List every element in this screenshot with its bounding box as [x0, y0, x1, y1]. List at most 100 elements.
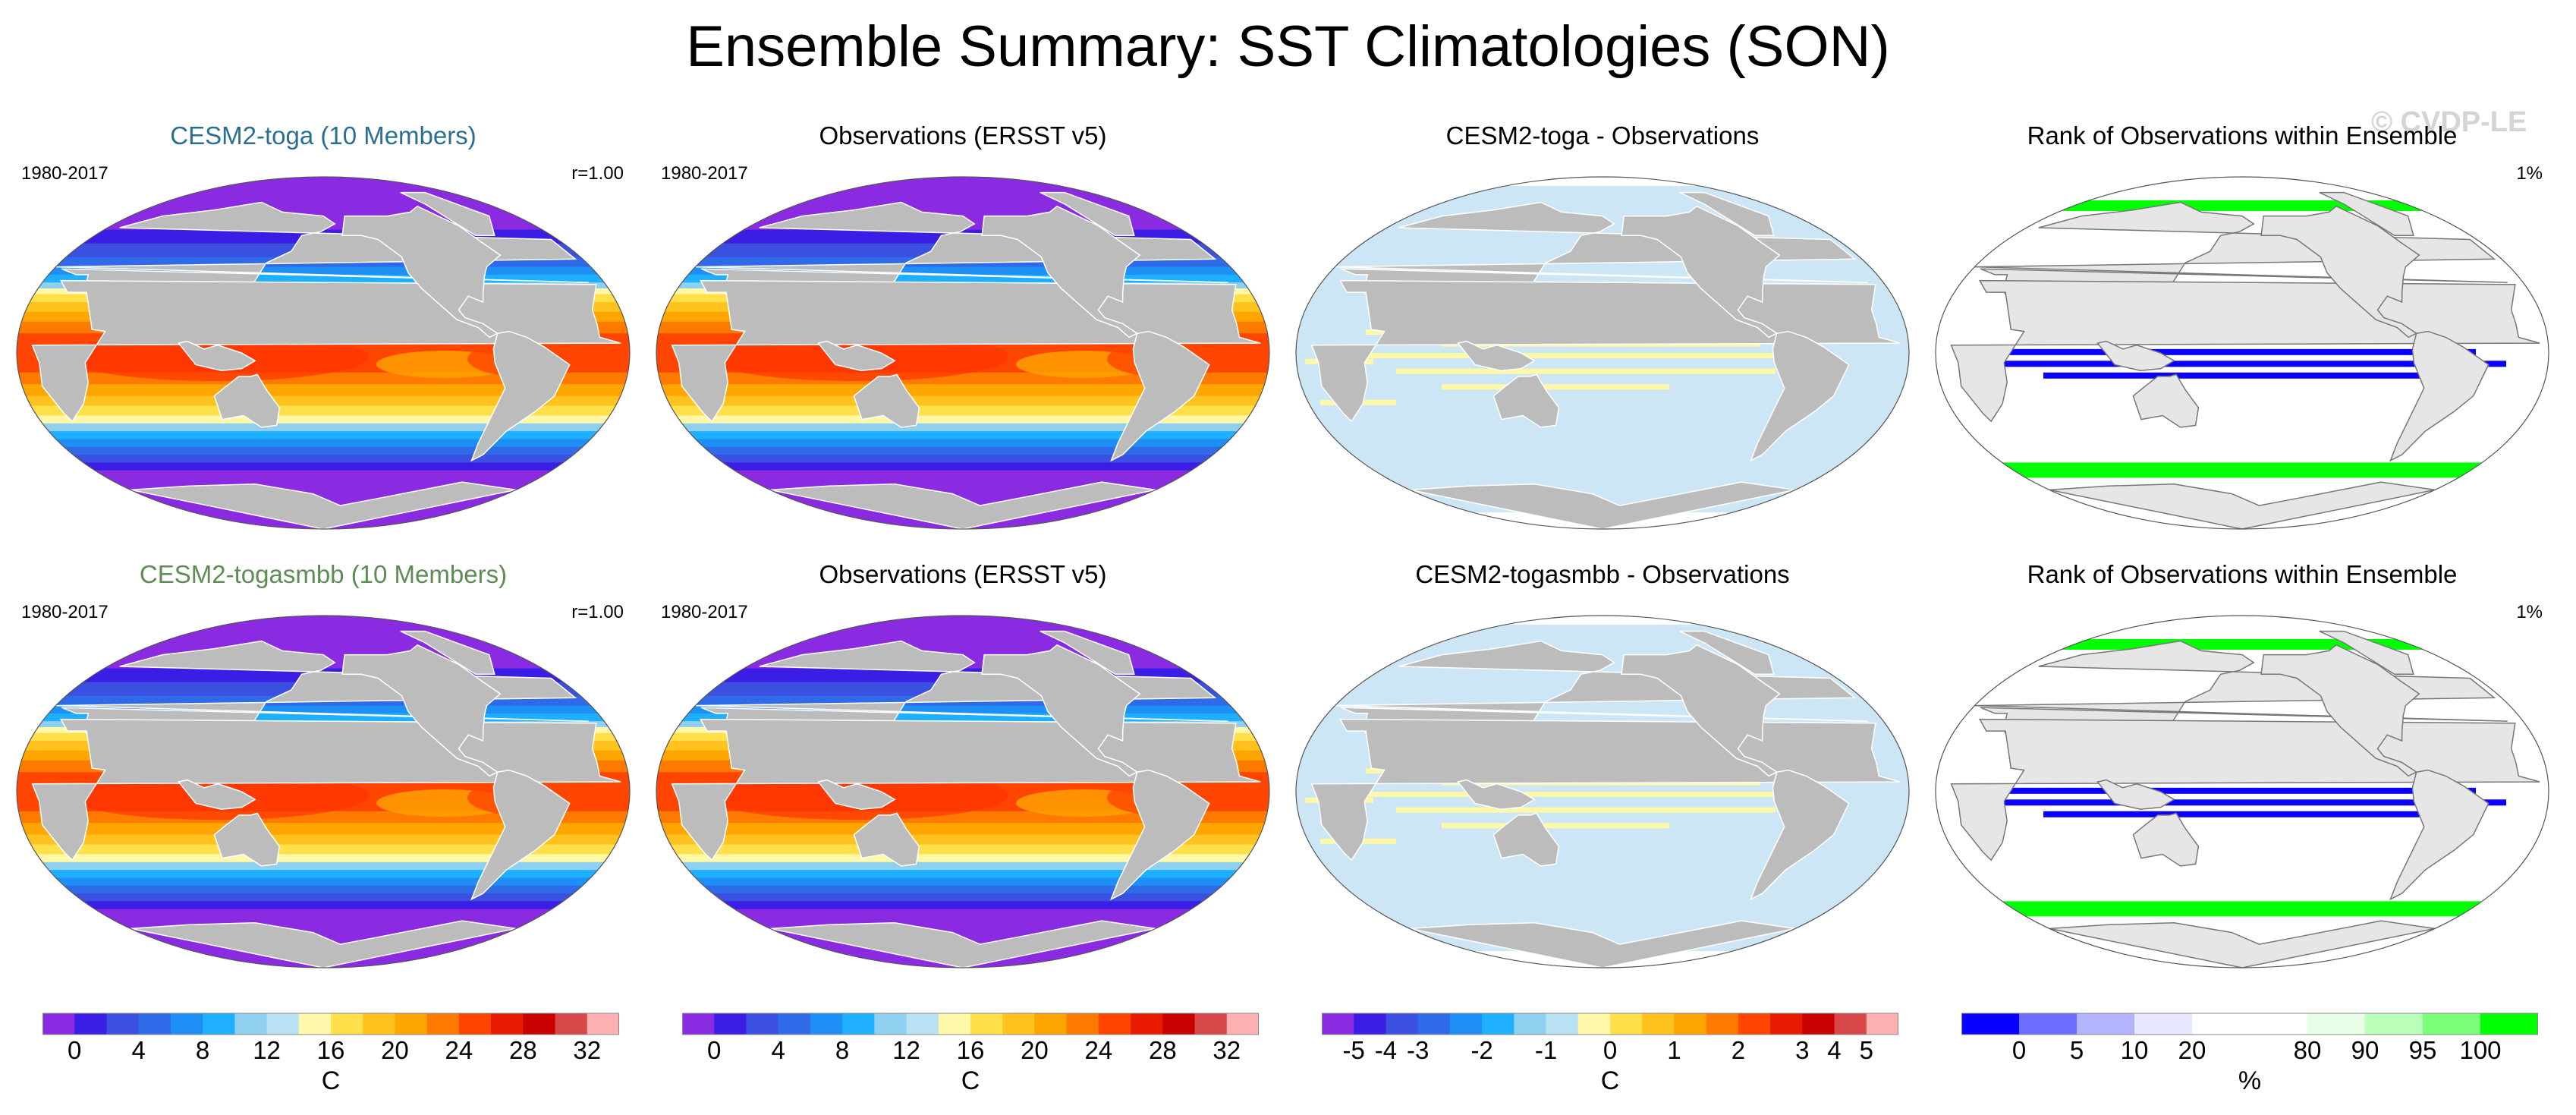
colorbar-tick-label: 3 — [1795, 1036, 1809, 1064]
land-indonesia — [817, 340, 896, 371]
land-indonesia — [817, 779, 896, 810]
diff-stripe — [1335, 792, 1821, 797]
rank-band-low — [1975, 787, 2476, 794]
colorbar-swatch — [458, 1013, 492, 1035]
sst-band — [656, 274, 1269, 283]
rank-map — [1935, 615, 2549, 969]
colorbar-swatch — [587, 1013, 619, 1035]
sst-band — [17, 854, 630, 863]
colorbar-tick-label: 24 — [445, 1036, 473, 1064]
colorbar-swatch — [363, 1013, 395, 1035]
colorbar-tick-label: 12 — [253, 1036, 281, 1064]
land-n_america — [1621, 644, 1781, 777]
land-africa — [1950, 718, 2540, 861]
sst-band — [656, 834, 1269, 846]
colorbar-tick-label: 4 — [1827, 1036, 1841, 1064]
colorbar-swatch — [1738, 1013, 1771, 1035]
land-greenland — [1679, 630, 1775, 676]
panel-title: CESM2-togasmbb (10 Members) — [139, 560, 508, 588]
watermark-text: © CVDP-LE — [2371, 106, 2527, 138]
rank-band-high — [1936, 638, 2549, 650]
colorbar-swatch — [1131, 1013, 1163, 1035]
sst-map — [16, 615, 631, 969]
land-indonesia — [1457, 779, 1536, 810]
land-indonesia — [2096, 779, 2175, 810]
colorbar-svg: 04812162024283236 — [42, 1013, 619, 1064]
rank-band-high — [1936, 901, 2549, 917]
sst-band — [656, 901, 1269, 910]
sst-band — [17, 861, 630, 871]
sst-band — [17, 446, 630, 455]
land-indonesia — [2096, 340, 2175, 371]
colorbar-tick-label: 28 — [1149, 1036, 1177, 1064]
map-outline — [1295, 615, 1910, 969]
colorbar-swatch — [1449, 1013, 1483, 1035]
land-n_america — [981, 205, 1141, 339]
colorbar-swatch — [1577, 1013, 1611, 1035]
colorbar-tick-label: 24 — [1085, 1036, 1113, 1064]
colorbar-swatch — [2480, 1013, 2538, 1035]
land-australia — [1492, 373, 1560, 428]
sst-band — [17, 834, 630, 846]
sst-band — [17, 870, 630, 878]
colorbar-swatch — [2365, 1013, 2423, 1035]
rank-band-high — [1936, 200, 2549, 211]
colorbar-tick-label: 20 — [1021, 1036, 1049, 1064]
colorbar-tick-label: 0 — [2012, 1036, 2026, 1064]
sst-band — [17, 455, 630, 463]
land-n_america — [2260, 205, 2420, 339]
sst-band — [17, 893, 630, 902]
colorbar-tick-label: 5 — [2070, 1036, 2084, 1064]
colorbar-swatch — [906, 1013, 939, 1035]
sst-band — [656, 395, 1269, 407]
sst-band — [656, 861, 1269, 871]
colorbar-tick-label: 2 — [1731, 1036, 1745, 1064]
map-outline — [656, 615, 1270, 969]
rank-band-high — [1936, 462, 2549, 478]
colorbar-tick-label: 100 — [2459, 1036, 2501, 1064]
land-antarctica — [2049, 920, 2436, 968]
colorbar-swatch — [138, 1013, 171, 1035]
sst-band — [656, 705, 1269, 714]
panel-stat: r=1.00 — [571, 602, 624, 622]
colorbar-tick-label: 4 — [131, 1036, 145, 1064]
sst-map — [656, 176, 1270, 530]
sst-band — [17, 844, 630, 855]
land-antarctica — [130, 481, 517, 529]
land-indonesia — [178, 779, 256, 810]
colorbar-sst: 04812162024283236C — [682, 1012, 1259, 1095]
colorbar-swatch — [1866, 1013, 1898, 1035]
colorbar-swatch — [682, 1013, 715, 1035]
land-n_america — [981, 644, 1141, 777]
land-n_america — [1621, 205, 1781, 339]
land-s_america — [1109, 769, 1210, 901]
sst-band — [17, 823, 630, 836]
sst-band — [656, 405, 1269, 416]
sst-band — [656, 439, 1269, 448]
land-antarctica — [769, 920, 1156, 968]
colorbar-tick-label: 28 — [509, 1036, 537, 1064]
colorbar-tick-label: 16 — [957, 1036, 985, 1064]
land-australia — [213, 812, 281, 867]
sst-band — [656, 893, 1269, 902]
colorbar-swatch — [2134, 1013, 2193, 1035]
sst-band — [656, 462, 1269, 471]
colorbar-tick-label: 4 — [771, 1036, 785, 1064]
colorbar-tick-label: -3 — [1407, 1036, 1429, 1064]
colorbar-unit: C — [961, 1066, 980, 1095]
land-greenland — [400, 630, 495, 676]
land-greenland — [1040, 191, 1135, 237]
panel-title: Observations (ERSST v5) — [819, 560, 1107, 588]
rank-band-low — [2043, 372, 2461, 379]
colorbar-unit: C — [1600, 1066, 1620, 1095]
colorbar-rank: 0 5 10 20 80 90 95 100% — [1961, 1012, 2538, 1095]
colorbar-tick-label: 12 — [892, 1036, 920, 1064]
land-s_america — [1109, 330, 1210, 462]
colorbar-tick-label: 1 — [1667, 1036, 1681, 1064]
colorbar-swatch — [1961, 1013, 2020, 1035]
colorbar-swatch — [810, 1013, 843, 1035]
colorbar-swatch — [74, 1013, 107, 1035]
sst-band — [656, 455, 1269, 463]
diff-stripe — [1396, 368, 1776, 374]
colorbar-swatch — [1674, 1013, 1707, 1035]
